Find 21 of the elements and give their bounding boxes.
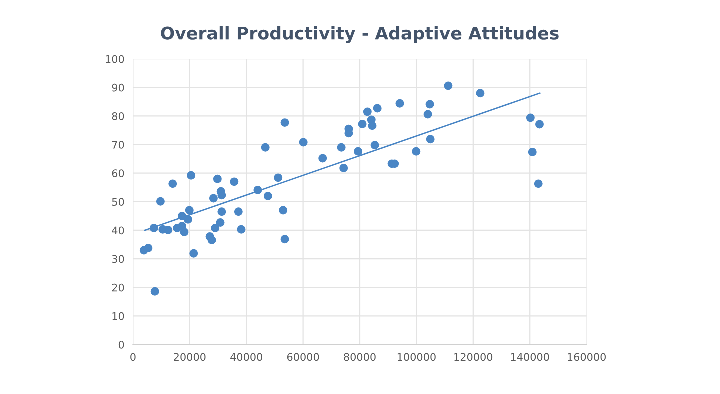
x-tick-label: 120000 [454, 353, 493, 362]
y-tick-label: 20 [112, 284, 124, 292]
y-tick-label: 100 [106, 55, 124, 64]
y-tick-label: 50 [112, 198, 124, 206]
y-tick-label: 60 [112, 170, 124, 178]
x-tick-label: 160000 [568, 353, 606, 362]
y-tick-label: 30 [112, 255, 124, 264]
chart-title: Overall Productivity - Adaptive Attitudes [161, 26, 559, 44]
x-tick-label: 60000 [287, 353, 320, 362]
x-tick-label: 20000 [174, 353, 206, 362]
y-tick-label: 40 [112, 226, 124, 235]
x-tick-label: 80000 [344, 353, 376, 362]
y-tick-label: 10 [112, 312, 124, 320]
x-tick-label: 40000 [230, 353, 262, 362]
y-tick-label: 70 [112, 141, 124, 149]
y-tick-label: 80 [112, 112, 124, 120]
y-tick-label: 90 [112, 84, 124, 92]
y-tick-label: 0 [118, 340, 124, 349]
x-tick-label: 140000 [511, 353, 550, 362]
x-tick-label: 0 [130, 353, 136, 362]
x-tick-label: 100000 [398, 353, 436, 362]
